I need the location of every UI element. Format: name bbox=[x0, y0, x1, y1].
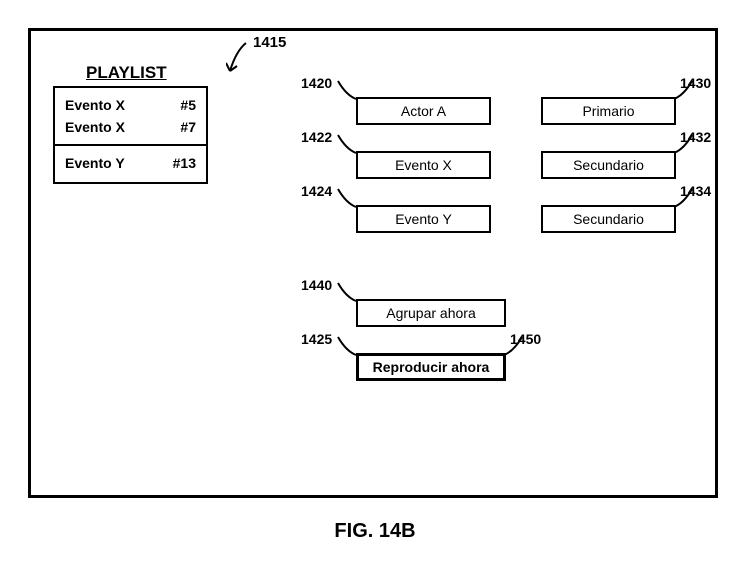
box-label: Secundario bbox=[573, 211, 644, 227]
figure-caption: FIG. 14B bbox=[0, 520, 750, 543]
b1430-button[interactable]: Primario bbox=[541, 97, 676, 125]
box-label: Secundario bbox=[573, 157, 644, 173]
playlist-title: PLAYLIST bbox=[86, 63, 167, 83]
b1440-button[interactable]: Agrupar ahora bbox=[356, 299, 506, 327]
box-label: Evento X bbox=[395, 157, 452, 173]
box-label: Reproducir ahora bbox=[373, 359, 490, 375]
playlist-row-num: #13 bbox=[173, 155, 196, 171]
playlist-row-label: Evento X bbox=[65, 97, 125, 113]
ref-number: 1420 bbox=[301, 75, 332, 91]
b1450-button[interactable]: Reproducir ahora bbox=[356, 353, 506, 381]
playlist-box: Evento X #5 Evento X #7 Evento Y #13 bbox=[53, 86, 208, 184]
b1420-button[interactable]: Actor A bbox=[356, 97, 491, 125]
ref-number: 1432 bbox=[680, 129, 711, 145]
playlist-row: Evento Y #13 bbox=[65, 152, 196, 174]
playlist-row-label: Evento X bbox=[65, 119, 125, 135]
b1434-button[interactable]: Secundario bbox=[541, 205, 676, 233]
ref-number: 1450 bbox=[510, 331, 541, 347]
box-label: Evento Y bbox=[395, 211, 452, 227]
b1424-button[interactable]: Evento Y bbox=[356, 205, 491, 233]
playlist-row: Evento X #5 bbox=[65, 94, 196, 116]
playlist-row-num: #7 bbox=[180, 119, 196, 135]
ref-number: 1425 bbox=[301, 331, 332, 347]
playlist-row-num: #5 bbox=[180, 97, 196, 113]
arrow-1415 bbox=[226, 41, 256, 81]
playlist-group-2: Evento Y #13 bbox=[55, 146, 206, 182]
ref-number: 1434 bbox=[680, 183, 711, 199]
playlist-row: Evento X #7 bbox=[65, 116, 196, 138]
ref-number: 1424 bbox=[301, 183, 332, 199]
ref-1415: 1415 bbox=[253, 34, 286, 51]
outer-frame: 1415 PLAYLIST Evento X #5 Evento X #7 Ev… bbox=[28, 28, 718, 498]
b1422-button[interactable]: Evento X bbox=[356, 151, 491, 179]
box-label: Agrupar ahora bbox=[386, 305, 476, 321]
ref-number: 1422 bbox=[301, 129, 332, 145]
box-label: Primario bbox=[582, 103, 634, 119]
playlist-row-label: Evento Y bbox=[65, 155, 125, 171]
b1432-button[interactable]: Secundario bbox=[541, 151, 676, 179]
ref-number: 1440 bbox=[301, 277, 332, 293]
playlist-group-1: Evento X #5 Evento X #7 bbox=[55, 88, 206, 146]
box-label: Actor A bbox=[401, 103, 446, 119]
ref-number: 1430 bbox=[680, 75, 711, 91]
